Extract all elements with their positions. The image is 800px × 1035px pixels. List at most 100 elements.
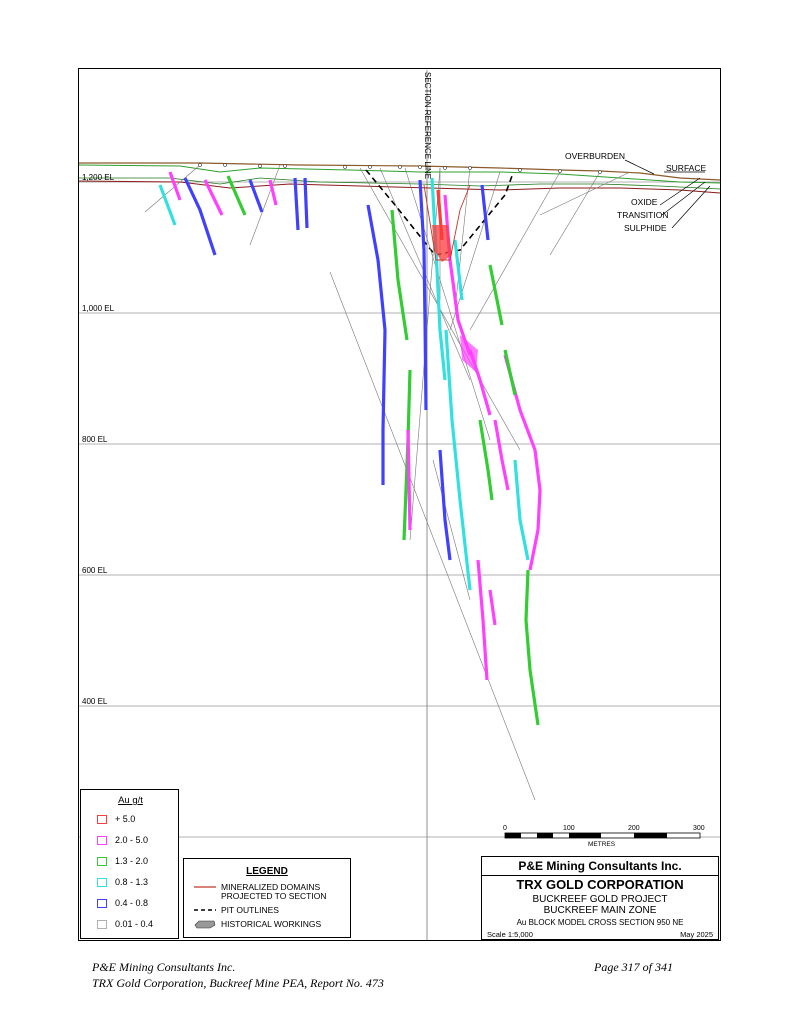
- historical-workings-icon: [194, 920, 216, 929]
- footer-company: P&E Mining Consultants Inc.: [92, 960, 236, 974]
- grade-legend-title: Au g/t: [118, 795, 143, 806]
- scale-text: Scale 1:5,000: [487, 930, 533, 939]
- grade-label: 1.3 - 2.0: [115, 856, 149, 866]
- grade-column: [478, 419, 494, 501]
- overburden-line: [78, 164, 721, 184]
- legend: LEGEND MINERALIZED DOMAINS PROJECTED TO …: [183, 858, 351, 938]
- grade-legend-item: 0.8 - 1.3: [97, 877, 148, 887]
- drill-traces: [144, 164, 631, 801]
- scale-tick-100: 100: [563, 825, 575, 832]
- grade-column: [406, 429, 412, 531]
- grade-legend-item: 0.4 - 0.8: [97, 898, 148, 908]
- grade-column: [503, 349, 517, 396]
- grade-legend-item: 1.3 - 2.0: [97, 856, 148, 866]
- grade-swatch: [97, 856, 107, 866]
- grade-swatch: [97, 898, 107, 908]
- grade-column: [293, 177, 300, 231]
- grade-column: [268, 179, 278, 206]
- grade-column: [168, 171, 182, 201]
- legend-item-domains: MINERALIZED DOMAINS PROJECTED TO SECTION: [194, 883, 326, 901]
- transition-line: [78, 180, 721, 194]
- date-text: May 2025: [680, 930, 713, 939]
- grade-column: [183, 177, 217, 256]
- grade-label: 2.0 - 5.0: [115, 835, 149, 845]
- grade-column: [493, 419, 510, 491]
- grade-column: [488, 264, 504, 326]
- sulphide-label: SULPHIDE: [624, 223, 667, 233]
- grade-column: [453, 239, 464, 301]
- consultant-name: P&E Mining Consultants Inc.: [482, 857, 718, 876]
- grade-column: [444, 329, 472, 591]
- elevation-label-800: 800 EL: [82, 435, 108, 444]
- section-frame: [78, 68, 721, 941]
- grade-legend-item: 2.0 - 5.0: [97, 835, 148, 845]
- legend-domains-line1: MINERALIZED DOMAINS: [221, 882, 321, 892]
- grade-column: [430, 177, 447, 381]
- title-block: P&E Mining Consultants Inc. TRX GOLD COR…: [481, 856, 719, 940]
- scale-unit: METRES: [588, 841, 616, 848]
- elevation-label-600: 600 EL: [82, 566, 108, 575]
- footer-report: TRX Gold Corporation, Buckreef Mine PEA,…: [92, 976, 384, 990]
- grade-column: [366, 204, 387, 485]
- legend-pit-label: PIT OUTLINES: [221, 905, 279, 915]
- grade-legend: Au g/t + 5.0 2.0 - 5.0 1.3 - 2.0 0.8 - 1…: [80, 789, 179, 939]
- grade-column: [203, 179, 224, 216]
- grade-column: [248, 179, 264, 213]
- drill-collars: [198, 163, 602, 174]
- grade-column: [513, 459, 530, 561]
- grade-column: [480, 184, 490, 241]
- section-reference-label: SECTION REFERENCE LINE: [423, 72, 432, 180]
- grade-column: [158, 184, 177, 226]
- grade-label: 0.8 - 1.3: [115, 877, 149, 887]
- grade-column: [303, 177, 309, 229]
- grade-legend-item: + 5.0: [97, 814, 135, 824]
- grade-column: [438, 449, 452, 561]
- surface-line: [79, 162, 721, 181]
- grade-column: [503, 354, 542, 571]
- legend-domains-line2: PROJECTED TO SECTION: [221, 891, 327, 901]
- oxide-label: OXIDE: [631, 197, 658, 207]
- overburden-label: OVERBURDEN: [565, 151, 625, 161]
- scale-bar: [504, 832, 701, 839]
- elevation-label-1200: 1,200 EL: [82, 173, 115, 182]
- corporation-name: TRX GOLD CORPORATION: [516, 877, 684, 892]
- elevation-label-1000: 1,000 EL: [82, 304, 115, 313]
- elevation-label-400: 400 EL: [82, 697, 108, 706]
- scale-tick-200: 200: [628, 825, 640, 832]
- grade-swatch: [97, 877, 107, 887]
- grade-columns: [158, 171, 542, 726]
- legend-item-workings: HISTORICAL WORKINGS: [194, 919, 321, 929]
- project-name: BUCKREEF GOLD PROJECT: [532, 894, 668, 905]
- grade-column: [476, 559, 489, 681]
- footer-page-number: Page 317 of 341: [594, 960, 673, 974]
- grade-column: [418, 179, 428, 411]
- grade-label: 0.4 - 0.8: [115, 898, 149, 908]
- legend-item-pit: PIT OUTLINES: [194, 905, 279, 915]
- annotation-leaders: [624, 159, 711, 229]
- grade-column: [226, 175, 247, 216]
- elevation-gridlines: [79, 181, 720, 838]
- transition-label: TRANSITION: [617, 210, 669, 220]
- grade-column: [488, 589, 497, 626]
- mineralized-domain-outline: [423, 184, 471, 261]
- grade-column: [524, 569, 540, 726]
- grade-legend-item: 0.01 - 0.4: [97, 919, 153, 929]
- zone-name: BUCKREEF MAIN ZONE: [543, 905, 657, 916]
- legend-workings-label: HISTORICAL WORKINGS: [221, 919, 322, 929]
- scale-tick-0: 0: [503, 825, 507, 832]
- surface-label: SURFACE: [666, 163, 707, 173]
- pit-line-symbol: [194, 909, 216, 911]
- grade-swatch: [97, 835, 107, 845]
- grade-swatch: [97, 814, 107, 824]
- section-title: Au BLOCK MODEL CROSS SECTION 950 NE: [516, 918, 684, 927]
- grade-label: 0.01 - 0.4: [115, 919, 154, 929]
- grade-label: + 5.0: [115, 814, 136, 824]
- grade-column: [390, 209, 409, 341]
- high-grade-zone: [460, 335, 478, 372]
- legend-title: LEGEND: [246, 866, 288, 877]
- grade-swatch: [97, 919, 107, 929]
- domain-line-symbol: [194, 886, 216, 888]
- scale-tick-300: 300: [693, 825, 705, 832]
- high-grade-zone: [432, 225, 452, 262]
